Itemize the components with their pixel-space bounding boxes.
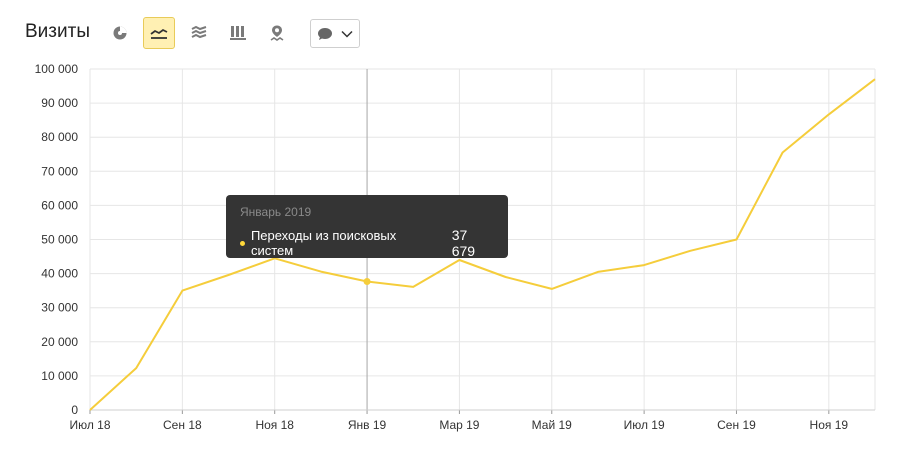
x-tick-label: Ноя 19: [810, 418, 849, 432]
y-tick-label: 10 000: [41, 369, 78, 383]
tooltip-value: 37 679: [451, 227, 476, 259]
y-tick-label: 40 000: [41, 267, 78, 281]
y-tick-label: 60 000: [41, 198, 78, 212]
x-tick-label: Сен 18: [163, 418, 202, 432]
stacked-area-button[interactable]: [183, 17, 215, 49]
chart-tooltip: Январь 2019 Переходы из поисковых систем…: [226, 195, 508, 259]
bar-chart-button[interactable]: [222, 17, 254, 49]
stacked-area-icon: [191, 25, 207, 39]
line-chart-icon: [150, 28, 168, 39]
x-tick-label: Июл 19: [624, 418, 665, 432]
chevron-down-icon: [341, 30, 353, 38]
y-tick-label: 80 000: [41, 130, 78, 144]
y-tick-label: 0: [71, 403, 78, 417]
x-tick-label: Янв 19: [348, 418, 387, 432]
bar-chart-icon: [230, 26, 246, 40]
x-tick-label: Сен 19: [717, 418, 756, 432]
series-line: [89, 78, 876, 411]
x-tick-label: Ноя 18: [255, 418, 294, 432]
comment-dropdown[interactable]: [310, 19, 360, 48]
x-tick-label: Май 19: [532, 418, 573, 432]
y-tick-label: 20 000: [41, 335, 78, 349]
map-button[interactable]: [261, 17, 293, 49]
chart-title: Визиты: [25, 21, 90, 42]
map-pin-icon: [270, 25, 284, 41]
tooltip-series-name: Переходы из поисковых систем: [250, 228, 397, 258]
tooltip-date: Январь 2019: [240, 205, 312, 219]
chart-header: Визиты: [0, 0, 900, 64]
tooltip-row: Переходы из поисковых систем 37 679: [240, 227, 494, 259]
highlighted-data-point[interactable]: [363, 278, 371, 286]
y-tick-label: 50 000: [41, 233, 78, 247]
y-tick-label: 90 000: [41, 96, 78, 110]
y-tick-label: 70 000: [41, 164, 78, 178]
pie-chart-button[interactable]: [104, 17, 136, 49]
y-tick-label: 30 000: [41, 301, 78, 315]
x-tick-label: Мар 19: [439, 418, 479, 432]
y-tick-label: 100 000: [35, 62, 79, 76]
speech-bubble-icon: [318, 27, 332, 40]
pie-chart-icon: [113, 26, 127, 40]
series-color-dot: [240, 240, 245, 246]
line-chart-button[interactable]: [143, 17, 175, 49]
x-tick-label: Июл 18: [69, 418, 110, 432]
